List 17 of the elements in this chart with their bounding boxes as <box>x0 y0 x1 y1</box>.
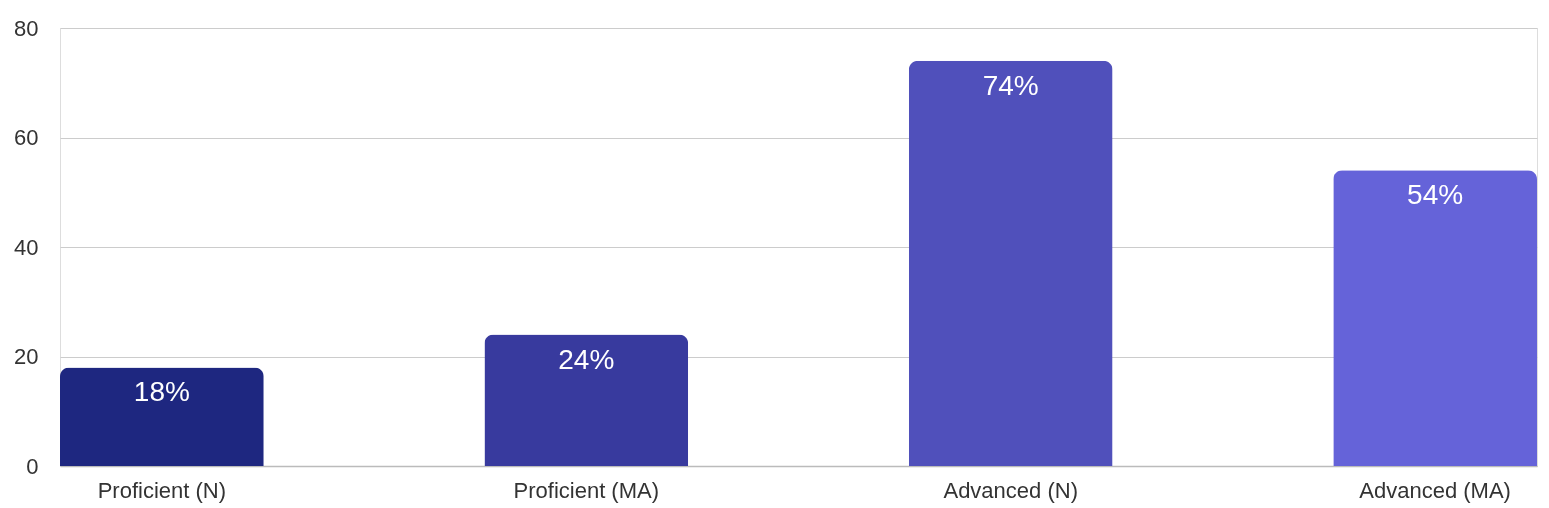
y-tick-label: 0 <box>26 453 39 479</box>
bar <box>908 60 1113 466</box>
x-tick-label: Advanced (MA) <box>1359 477 1511 503</box>
y-tick-label: 20 <box>14 344 39 369</box>
data-label: 18% <box>133 376 190 408</box>
bar <box>1333 170 1537 466</box>
data-label: 54% <box>1407 179 1464 211</box>
y-tick-label: 40 <box>14 234 39 260</box>
data-label: 24% <box>558 343 615 375</box>
data-label: 74% <box>982 69 1039 101</box>
x-tick-label: Proficient (MA) <box>513 477 660 503</box>
y-tick-label: 80 <box>14 15 39 41</box>
x-tick-label: Proficient (N) <box>97 477 227 503</box>
bar <box>484 334 689 466</box>
y-tick-label: 60 <box>14 125 39 150</box>
bar <box>60 367 264 466</box>
x-tick-label: Advanced (N) <box>943 477 1078 503</box>
